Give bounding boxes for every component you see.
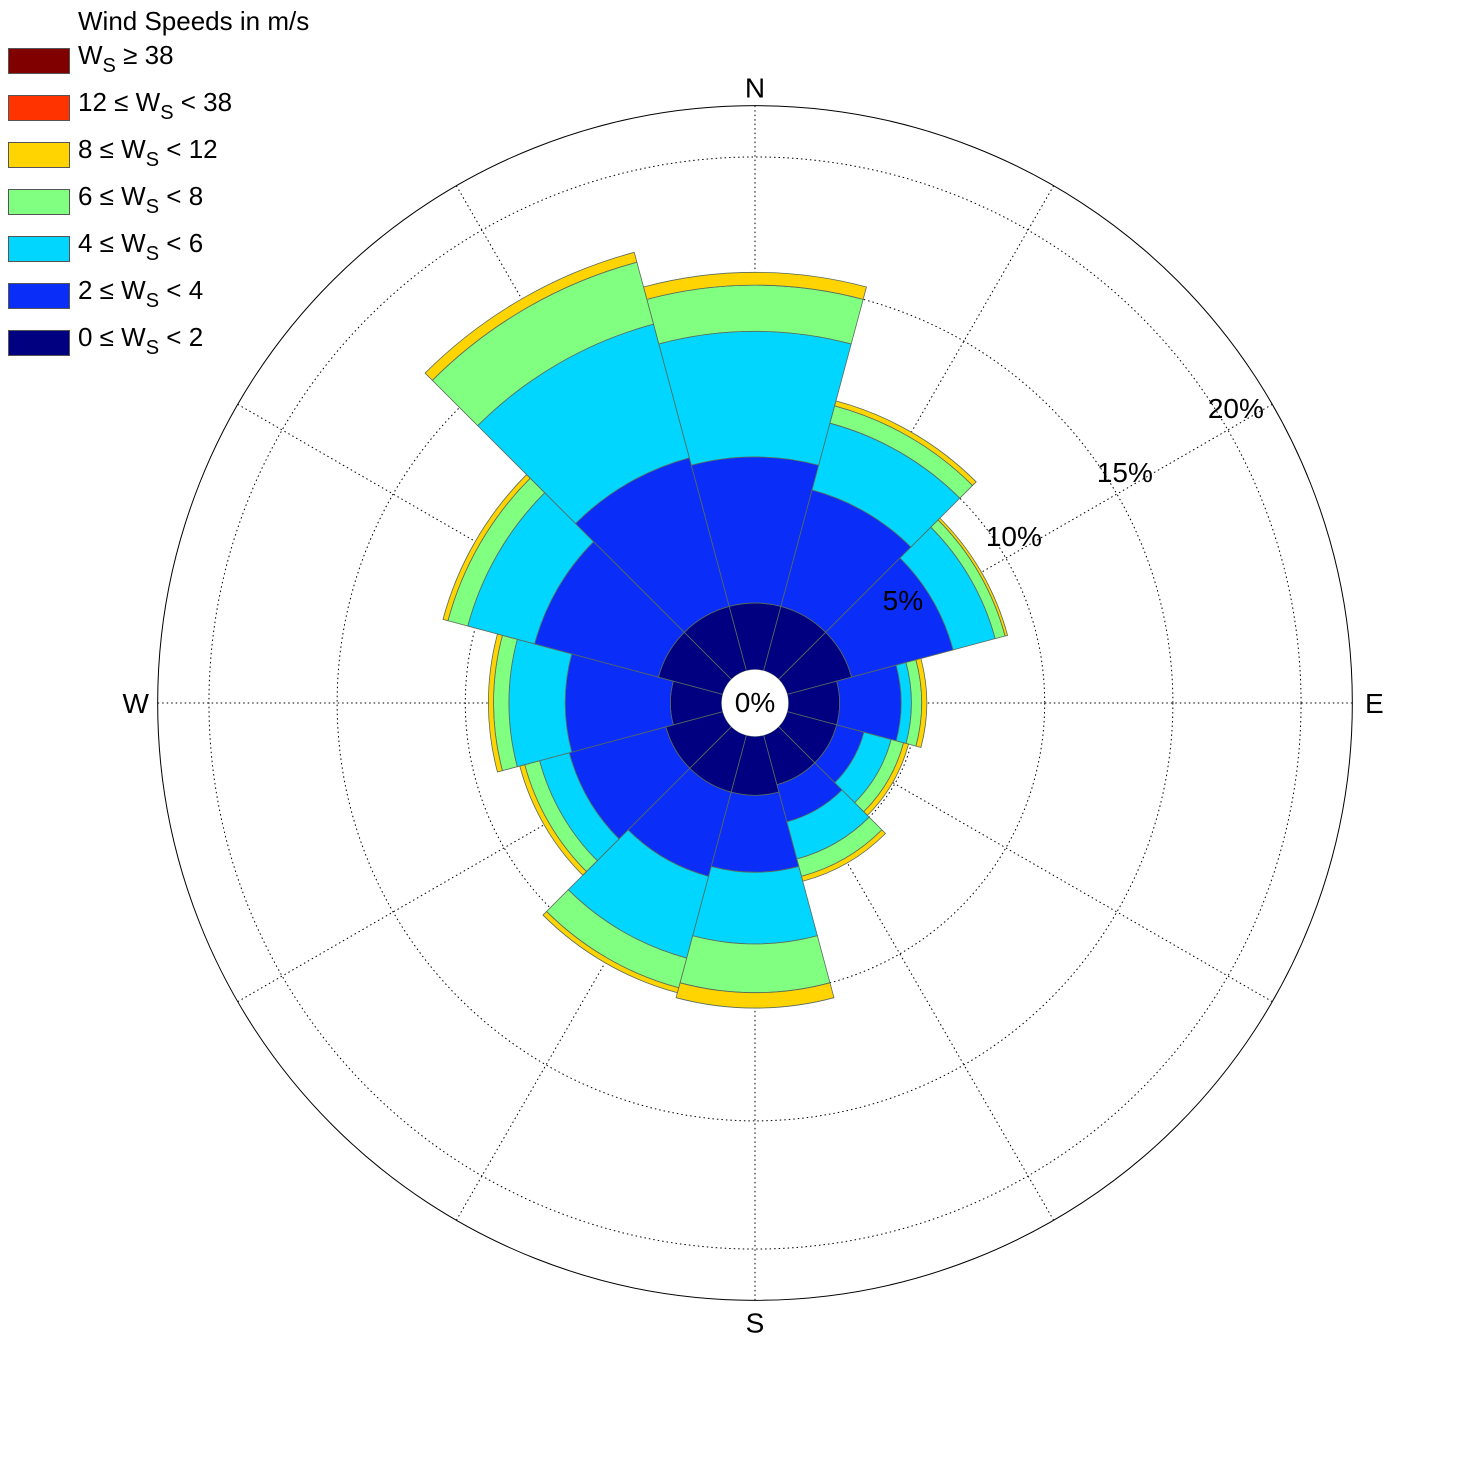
ring-label-3: 15% (1097, 457, 1153, 488)
wedge-dir90-bin4 (915, 658, 928, 748)
center-hole (721, 669, 789, 737)
wedge-dir180-bin3 (679, 935, 831, 994)
compass-label-S: S (746, 1307, 765, 1338)
legend-label: 6 ≤ WS < 8 (78, 181, 204, 218)
wedge-dir180-bin2 (692, 865, 818, 945)
legend-label: 2 ≤ WS < 4 (78, 275, 204, 312)
legend-swatch (8, 189, 70, 215)
wedge-dir270-bin2 (508, 638, 573, 768)
legend-swatch (8, 330, 70, 356)
wedge-dir0-bin2 (658, 330, 852, 466)
outer-circle (157, 105, 1353, 1301)
legend-swatch (8, 236, 70, 262)
legend-label: 4 ≤ WS < 6 (78, 228, 204, 265)
legend-swatch (8, 95, 70, 121)
legend-label: 12 ≤ WS < 38 (78, 87, 233, 124)
wedge-dir330-bin4 (424, 251, 638, 381)
ring-label-1: 5% (883, 585, 923, 616)
wedge-dir210-bin4 (542, 910, 680, 994)
compass-label-N: N (745, 73, 765, 104)
legend-swatch (8, 283, 70, 309)
legend-swatch (8, 142, 70, 168)
ring-label-4: 20% (1208, 393, 1264, 424)
compass-label-E: E (1365, 688, 1384, 719)
wedge-dir60-bin4 (937, 517, 1009, 637)
legend-label: WS ≥ 38 (78, 40, 174, 77)
ring-label-0: 0% (735, 687, 775, 718)
compass-label-W: W (122, 688, 149, 719)
grid-ring-15 (336, 284, 1174, 1122)
wedge-dir0-bin4 (643, 271, 867, 300)
legend-title: Wind Speeds in m/s (78, 6, 310, 36)
grid-ring-20 (208, 156, 1302, 1250)
wedge-dir30-bin4 (834, 400, 977, 487)
legend-swatch (8, 48, 70, 74)
ring-label-2: 10% (986, 521, 1042, 552)
legend-label: 0 ≤ WS < 2 (78, 322, 204, 359)
legend-label: 8 ≤ WS < 12 (78, 134, 218, 171)
